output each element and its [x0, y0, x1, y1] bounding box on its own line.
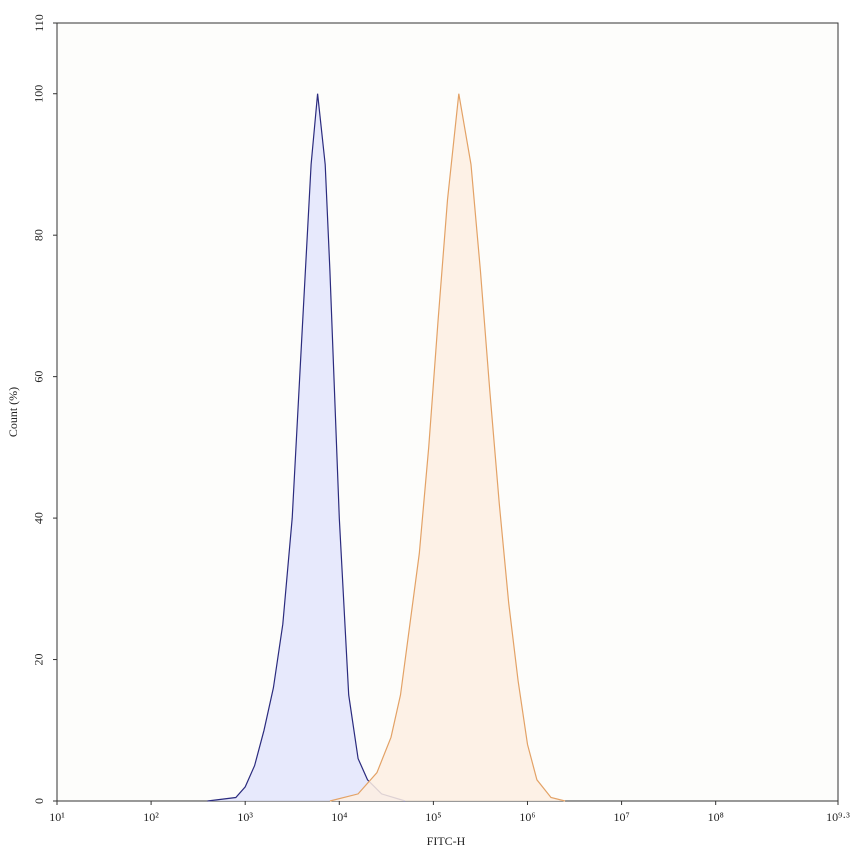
x-tick-label: 10⁷	[613, 810, 629, 824]
x-tick-label: 10⁶	[519, 810, 535, 824]
y-tick-label: 20	[32, 654, 46, 666]
x-tick-label: 10⁸	[708, 810, 724, 824]
x-tick-label: 10⁹·³	[826, 810, 850, 824]
y-tick-label: 60	[32, 371, 46, 383]
y-axis-label: Count (%)	[6, 387, 20, 437]
y-tick-label: 80	[32, 229, 46, 241]
x-tick-label: 10¹	[49, 810, 65, 824]
y-tick-label: 110	[32, 14, 46, 32]
y-tick-label: 100	[32, 85, 46, 103]
area	[329, 93, 566, 801]
x-tick-label: 10⁵	[425, 810, 441, 824]
line	[329, 93, 566, 802]
area	[207, 93, 406, 801]
y-tick-label: 40	[32, 512, 46, 524]
x-tick-label: 10⁴	[331, 810, 347, 824]
x-axis-label: FITC-H	[427, 834, 466, 848]
y-tick-label: 0	[32, 798, 46, 804]
x-tick-label: 10²	[143, 810, 159, 824]
line	[207, 93, 406, 802]
x-tick-label: 10³	[237, 810, 253, 824]
